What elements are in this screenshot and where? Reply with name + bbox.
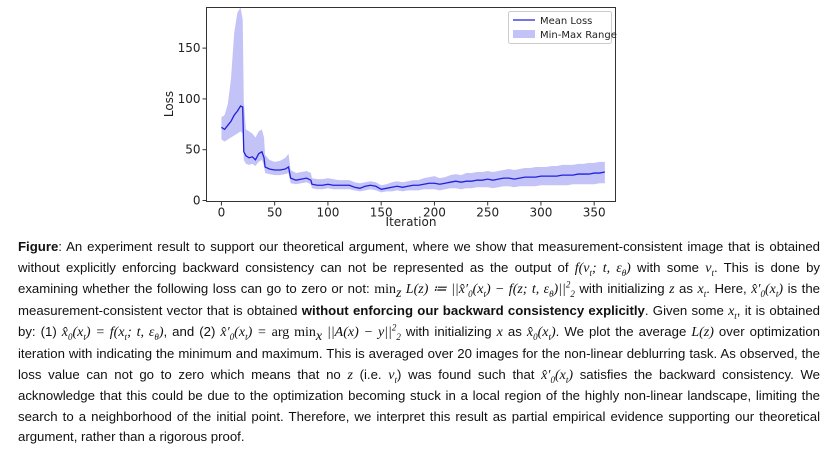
x-tick-label: 150	[370, 206, 393, 220]
caption-math: x̂0(xt) = f(xt; t, εθ)	[61, 325, 164, 343]
x-axis-label: Iteration	[386, 215, 437, 229]
caption-math: vt	[705, 260, 714, 278]
legend-label-mean-loss: Mean Loss	[540, 16, 592, 27]
caption-text: . Here,	[706, 281, 752, 297]
caption-text: : An experiment result to support our th…	[18, 239, 820, 275]
y-tick-label: 100	[178, 92, 201, 106]
caption-text: ) was found such that	[397, 366, 542, 382]
caption-text: (i.e.	[352, 366, 389, 382]
caption-text: . Given some	[644, 302, 729, 318]
caption-math: x̂′0(xt)	[751, 282, 784, 299]
caption-math: x̂0(xt)	[526, 325, 556, 343]
caption-text: over optimization iteration with indicat…	[18, 324, 820, 382]
caption-math: xt	[728, 303, 737, 321]
legend-band-swatch	[513, 30, 535, 38]
caption-math: f(vt; t, εθ)	[574, 260, 631, 278]
caption-math: x̂′0(xt)	[541, 367, 574, 385]
caption-math-min: minz	[374, 282, 402, 301]
caption-text: with initializing	[400, 324, 497, 340]
caption-label: Figure	[18, 239, 59, 254]
x-tick-label: 350	[583, 206, 606, 220]
y-axis-label: Loss	[162, 91, 176, 117]
caption-text: is the measurement-consistent vector tha…	[18, 281, 820, 318]
caption-bold-text: without enforcing our backward consisten…	[301, 302, 645, 318]
caption-math: z	[347, 367, 353, 383]
caption-text: , it is obtained by: (1)	[18, 302, 820, 340]
caption-text: as	[502, 324, 527, 340]
x-tick-label: 300	[529, 206, 552, 220]
y-tick-label: 50	[185, 143, 200, 157]
caption-text: . This is done by examining whether the …	[18, 259, 820, 297]
mean-loss-line	[221, 105, 605, 190]
caption-text: with some	[630, 259, 706, 275]
caption-math: xt	[697, 282, 707, 299]
y-ticks: 0 50 100 150	[178, 41, 207, 207]
caption-text: satisfies the backward consistency. We a…	[18, 366, 820, 445]
caption-math-argmin: arg minx	[271, 325, 323, 345]
min-max-band	[221, 7, 605, 193]
x-tick-label: 50	[267, 206, 282, 220]
y-tick-label: 0	[193, 193, 201, 207]
caption-text: with initializing	[574, 281, 670, 297]
caption-math: x	[496, 325, 503, 341]
figure-caption: Figure: An experiment result to support …	[18, 237, 820, 448]
x-tick-label: 200	[423, 206, 446, 220]
loss-chart: 0 50 100 150 200 250 300 350 0 50 100 150 Iteratio…	[162, 7, 617, 229]
legend: Mean Loss Min-Max Range	[508, 11, 617, 44]
caption-text: , and (2)	[163, 324, 221, 340]
caption-text: . We plot the average	[555, 324, 692, 340]
caption-math: vt	[388, 367, 397, 385]
x-ticks: 0 50 100 150 200 250 300 350	[218, 201, 606, 220]
figure: 0 50 100 150 200 250 300 350 0 50 100 150 Iteratio…	[162, 7, 617, 229]
caption-math: x̂′0(xt) =	[220, 325, 267, 343]
legend-label-min-max: Min-Max Range	[540, 30, 617, 41]
y-tick-label: 150	[178, 41, 201, 55]
caption-math: ||A(x) − y||22	[322, 322, 401, 343]
caption-math: z	[669, 282, 675, 298]
x-tick-label: 100	[316, 206, 339, 220]
caption-text: as	[674, 281, 698, 297]
min-max-band-layer	[221, 7, 605, 193]
caption-math: L(z)	[691, 325, 714, 341]
mean-loss-line-layer	[221, 105, 605, 190]
x-tick-label: 0	[218, 206, 226, 220]
x-tick-label: 250	[476, 206, 499, 220]
caption-math: L(z) ≔ ||x̂′0(xt) − f(z; t, εθ)||22	[401, 279, 575, 299]
